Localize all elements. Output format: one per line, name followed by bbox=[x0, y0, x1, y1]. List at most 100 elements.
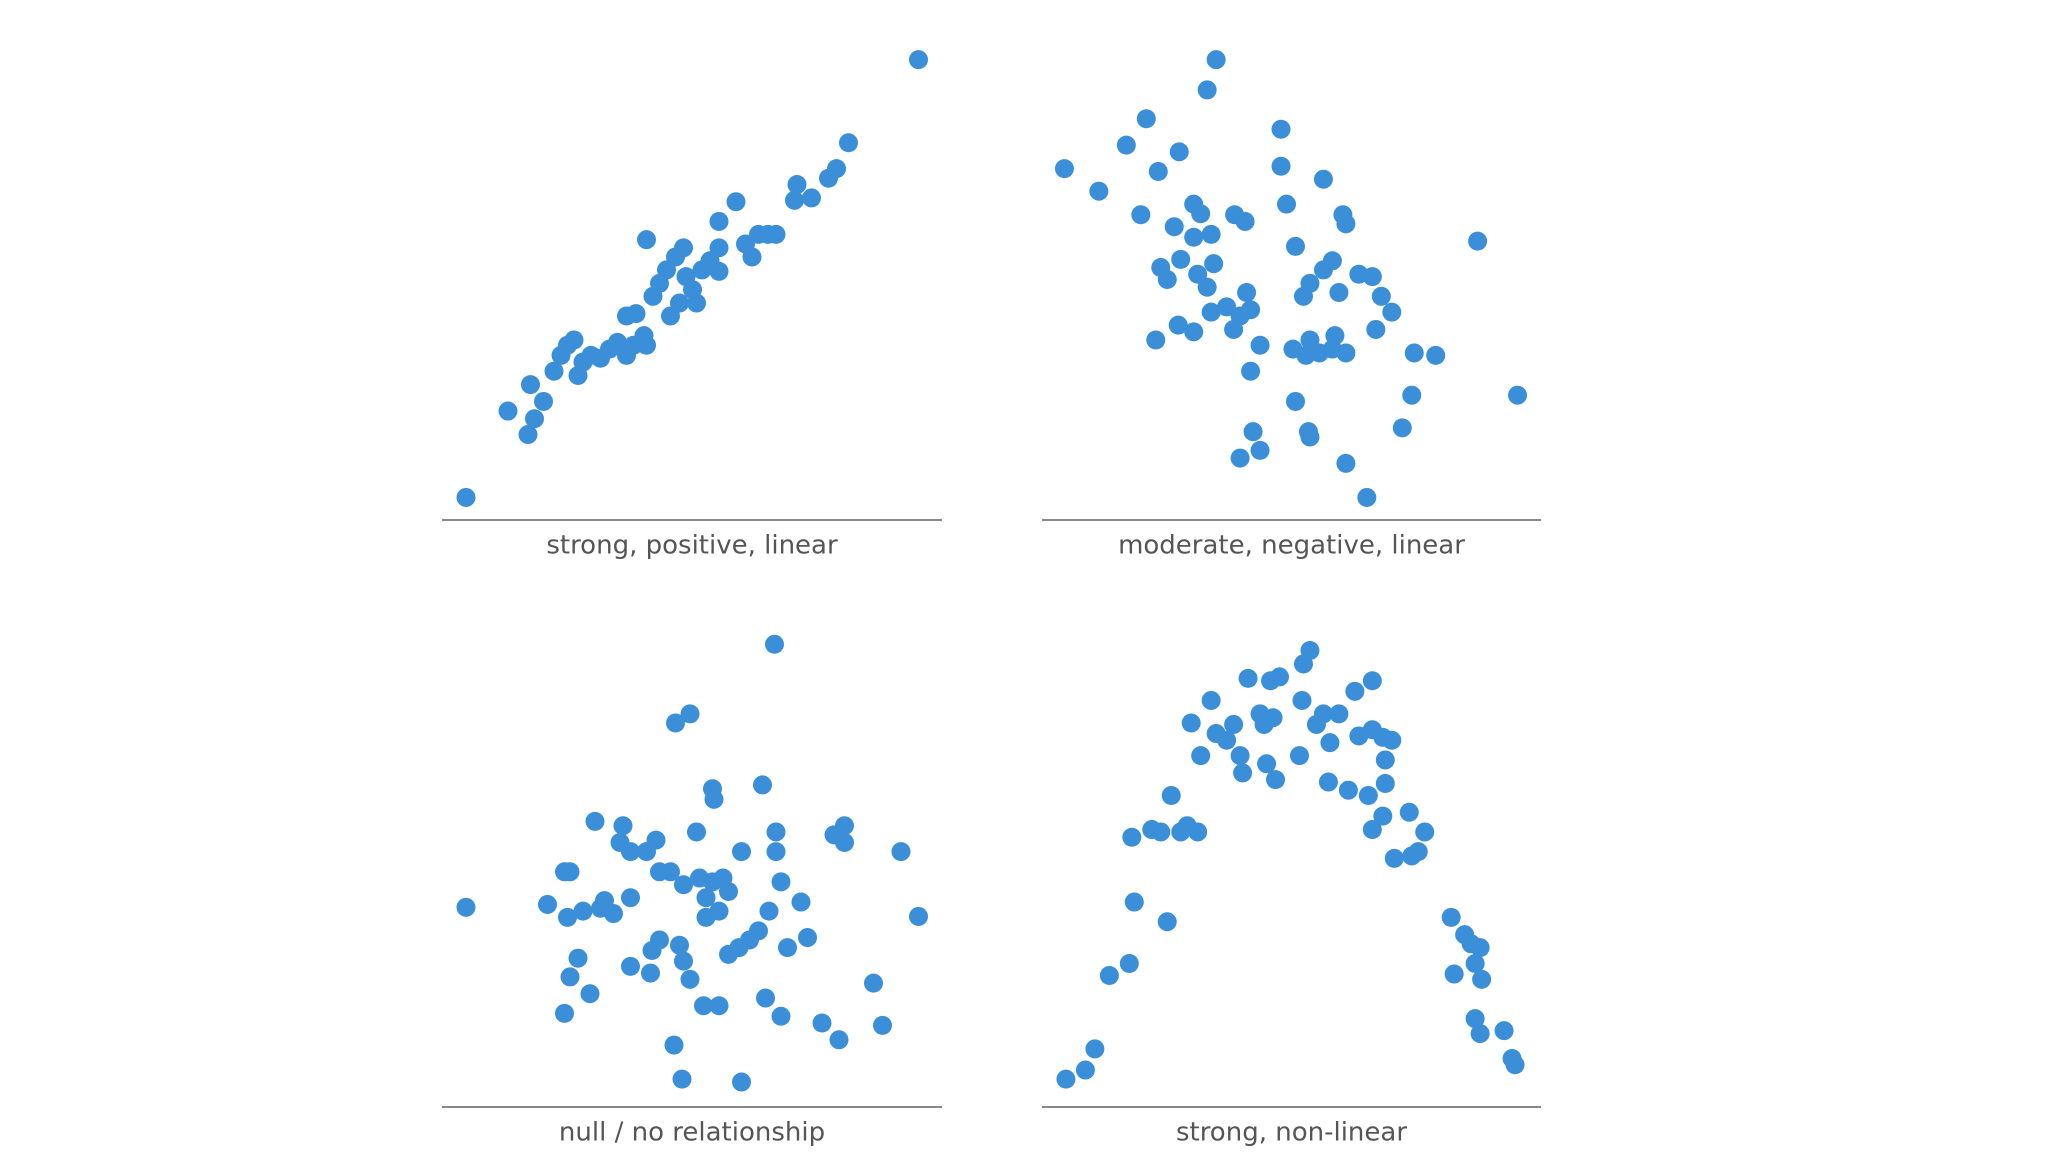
scatter-point bbox=[1188, 822, 1208, 842]
scatter-point bbox=[1285, 236, 1305, 256]
scatter-point bbox=[909, 906, 928, 926]
scatter-point bbox=[864, 973, 883, 993]
scatter-point bbox=[670, 935, 689, 955]
scatter-point bbox=[1217, 297, 1237, 317]
scatter-point bbox=[666, 713, 685, 733]
scatter-point bbox=[765, 634, 784, 654]
scatter-point bbox=[646, 830, 666, 850]
scatter-point bbox=[791, 892, 811, 912]
scatter-point bbox=[456, 487, 476, 507]
scatter-point bbox=[835, 833, 854, 853]
scatter-point bbox=[909, 50, 928, 70]
scatter-point bbox=[1382, 302, 1402, 322]
scatter-point bbox=[812, 1013, 832, 1033]
scatter-point bbox=[560, 862, 580, 882]
scatter-point bbox=[753, 775, 772, 795]
scatter-point bbox=[621, 842, 640, 862]
scatter-point bbox=[1191, 204, 1211, 224]
scatter-point bbox=[785, 190, 804, 210]
scatter-point bbox=[1300, 330, 1320, 350]
scatter-point bbox=[680, 969, 700, 989]
scatter-point bbox=[1338, 780, 1358, 800]
scatter-point bbox=[1375, 750, 1395, 770]
scatter-point bbox=[835, 816, 854, 836]
scatter-point bbox=[1157, 270, 1177, 290]
scatter-point bbox=[518, 425, 538, 445]
scatter-point bbox=[709, 238, 729, 258]
scatter-point bbox=[771, 1006, 791, 1026]
scatter-point bbox=[1362, 820, 1382, 840]
scatter-point bbox=[1271, 156, 1291, 176]
scatter-point bbox=[1505, 1055, 1525, 1075]
scatter-point bbox=[1241, 361, 1261, 381]
scatter-point bbox=[687, 293, 706, 313]
scatter-point bbox=[719, 881, 738, 901]
scatter-point bbox=[1075, 1060, 1095, 1080]
scatter-point bbox=[1371, 286, 1391, 306]
scatter-point bbox=[1184, 227, 1204, 247]
scatter-point bbox=[687, 822, 706, 842]
scatter-point bbox=[1336, 214, 1356, 234]
scatter-point bbox=[726, 192, 746, 212]
scatter-point bbox=[802, 188, 821, 208]
scatter-point bbox=[560, 967, 580, 987]
scatter-point bbox=[1465, 1009, 1485, 1029]
scatter-point bbox=[672, 1069, 692, 1089]
scatter-point bbox=[1336, 453, 1356, 473]
scatter-point bbox=[1292, 690, 1312, 710]
scatter-point bbox=[709, 211, 729, 231]
scatter-point bbox=[661, 862, 680, 882]
scatter-point bbox=[573, 901, 593, 921]
scatter-point bbox=[1358, 785, 1378, 805]
scatter-point bbox=[694, 996, 713, 1016]
scatter-point bbox=[742, 247, 762, 267]
scatter-point bbox=[1362, 671, 1382, 691]
scatter-point bbox=[759, 901, 779, 921]
scatter-point bbox=[709, 996, 729, 1016]
scatter-point bbox=[1318, 772, 1338, 792]
scatter-point bbox=[1116, 135, 1136, 155]
scatter-point bbox=[456, 897, 476, 917]
scatter-point bbox=[1250, 440, 1270, 460]
scatter-point bbox=[1325, 326, 1345, 346]
scatter-point bbox=[1322, 251, 1342, 271]
scatter-point bbox=[1320, 733, 1340, 753]
scatter-point bbox=[1151, 822, 1171, 842]
scatter-point bbox=[637, 335, 656, 355]
scatter-point bbox=[1171, 249, 1191, 269]
scatter-point bbox=[564, 330, 584, 350]
scatter-point bbox=[1313, 704, 1333, 724]
scatter-point bbox=[1124, 892, 1144, 912]
scatter-point bbox=[1157, 912, 1177, 932]
scatter-point bbox=[1441, 907, 1461, 927]
scatter-point bbox=[1146, 330, 1166, 350]
scatter-point bbox=[1238, 668, 1258, 688]
scatter-point bbox=[1362, 267, 1382, 287]
scatter-point bbox=[621, 956, 640, 976]
scatter-point bbox=[1243, 422, 1263, 442]
scatter-point bbox=[674, 951, 693, 971]
scatter-point bbox=[696, 888, 716, 908]
scatter-point bbox=[1099, 965, 1119, 985]
x-axis-label: moderate, negative, linear bbox=[1118, 531, 1465, 561]
scatter-point bbox=[680, 704, 700, 724]
scatter-point bbox=[538, 894, 557, 914]
scatter-point bbox=[1415, 822, 1435, 842]
scatter-point bbox=[1470, 938, 1490, 958]
scatter-point bbox=[1224, 714, 1244, 734]
scatter-point bbox=[1230, 746, 1250, 766]
scatter-point bbox=[1300, 273, 1320, 293]
scatter-point bbox=[1470, 1024, 1490, 1044]
scatter-point bbox=[555, 1003, 574, 1023]
scatter-point bbox=[1508, 385, 1528, 405]
scatter-point bbox=[1426, 345, 1446, 365]
scatter-point bbox=[580, 984, 600, 1004]
scatter-point bbox=[1085, 1039, 1105, 1059]
scatter-point bbox=[1366, 319, 1386, 339]
scatter-point bbox=[1148, 162, 1168, 182]
scatter-point bbox=[1345, 681, 1365, 701]
scatter-point bbox=[1191, 746, 1211, 766]
scatter-point bbox=[704, 789, 724, 809]
scatter-point bbox=[1241, 300, 1261, 320]
